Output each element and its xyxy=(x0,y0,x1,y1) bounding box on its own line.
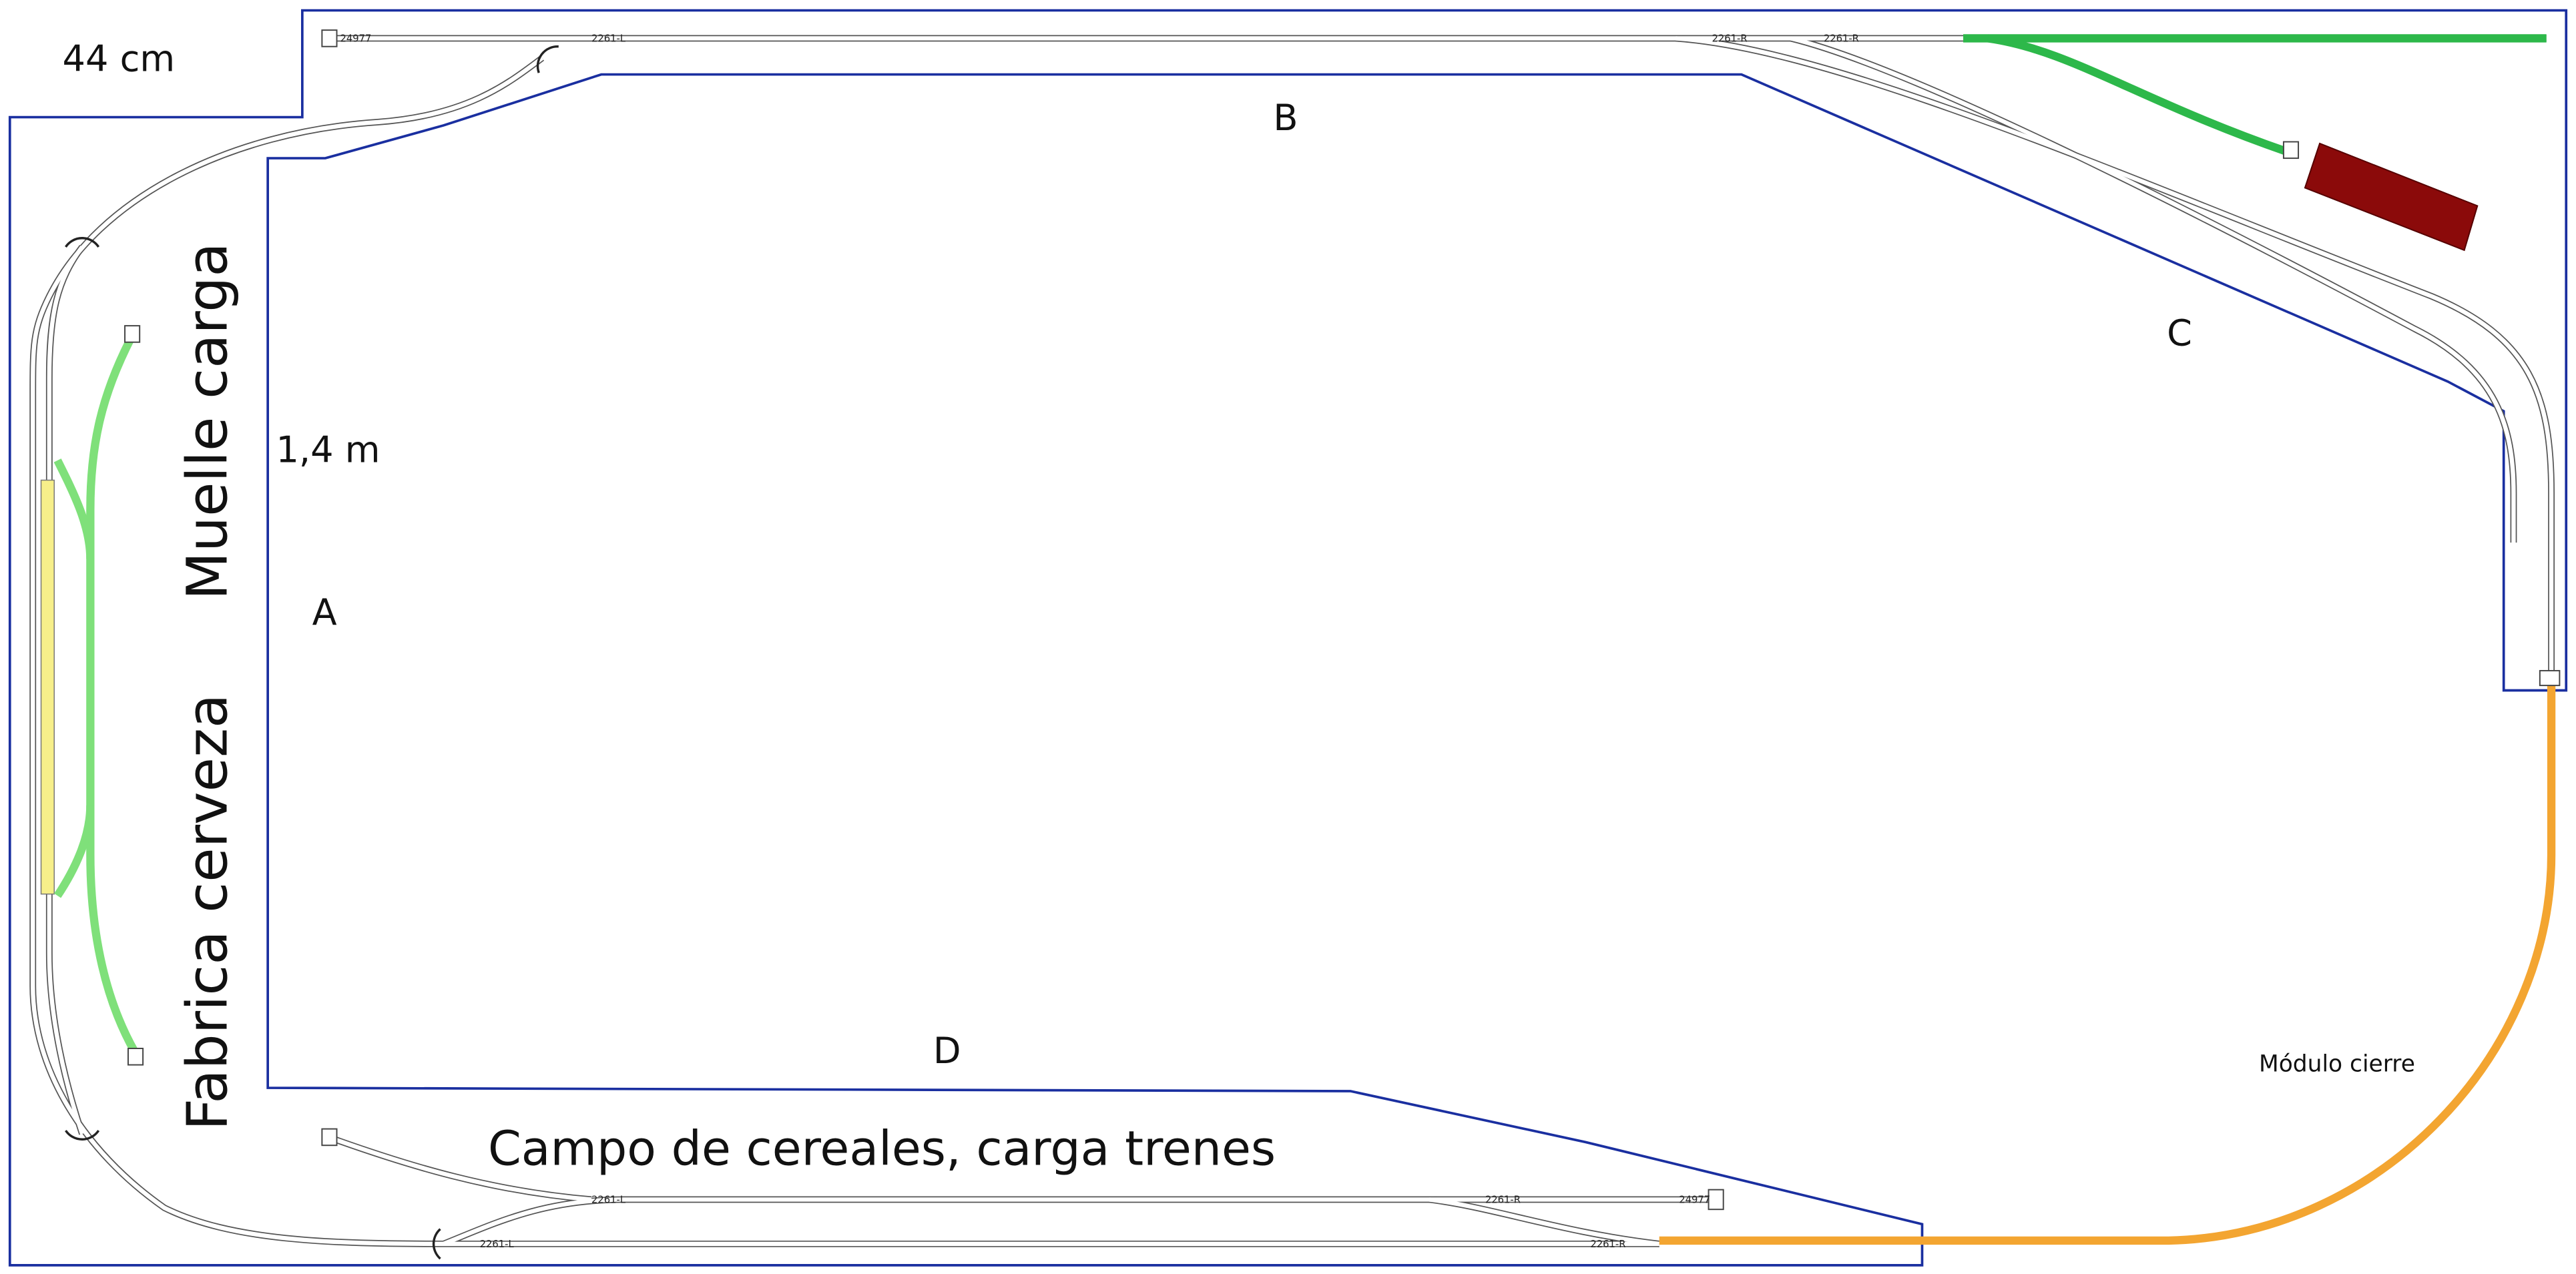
track-inner xyxy=(328,1135,592,1202)
track-inner xyxy=(1790,36,2516,543)
industry-label: Campo de cereales, carga trenes xyxy=(488,1121,1276,1177)
buffer-stop xyxy=(1708,1189,1724,1211)
zone-label: A xyxy=(312,591,337,633)
track-label: 2261-L xyxy=(480,1239,515,1250)
buffer-stop xyxy=(2539,669,2561,687)
turnout-marker xyxy=(536,45,559,73)
track-inner xyxy=(31,56,1659,1247)
zone-label: C xyxy=(2167,312,2192,354)
track-inner xyxy=(1429,1197,1660,1247)
track-inner xyxy=(1676,36,2554,674)
zone-label: D xyxy=(933,1030,961,1072)
track-label: 2261-R xyxy=(1485,1194,1521,1205)
siding-green-branch xyxy=(1987,34,2288,156)
buffer-stop xyxy=(2282,141,2300,160)
buffer-stop xyxy=(321,1128,338,1147)
track-label: 2261-R xyxy=(1712,33,1747,44)
track-label: 2261-L xyxy=(591,33,626,44)
buffer-stop xyxy=(127,1048,144,1066)
buffer-stop xyxy=(124,325,141,343)
turnout-marker xyxy=(65,1130,100,1141)
tracks xyxy=(29,29,2561,1260)
track-label: 2261-R xyxy=(1590,1239,1625,1250)
building xyxy=(2304,142,2479,252)
module-label: Módulo cierre xyxy=(2259,1050,2415,1077)
track-inner xyxy=(443,1197,1717,1246)
industry-label: Muelle carga xyxy=(175,242,240,600)
turnout-marker xyxy=(65,237,100,248)
track-label: 24977 xyxy=(340,33,371,44)
zone-label: B xyxy=(1273,97,1298,139)
track-label: 2261-R xyxy=(1824,33,1859,44)
siding-green xyxy=(86,335,139,1054)
module-track xyxy=(1659,682,2556,1245)
buffer-stop xyxy=(321,29,338,47)
track-inner xyxy=(47,246,85,1135)
siding-yellow xyxy=(40,479,55,895)
layout-boundary xyxy=(8,9,2568,1267)
track-label: 24977 xyxy=(1679,1194,1710,1205)
track-label: 2261-L xyxy=(591,1194,626,1205)
length-label: 1,4 m xyxy=(276,428,380,470)
size-label: 44 cm xyxy=(63,38,176,80)
siding-green-branch xyxy=(53,458,95,898)
turnout-marker xyxy=(432,1228,441,1260)
industry-label: Fabrica cerveza xyxy=(175,694,240,1131)
